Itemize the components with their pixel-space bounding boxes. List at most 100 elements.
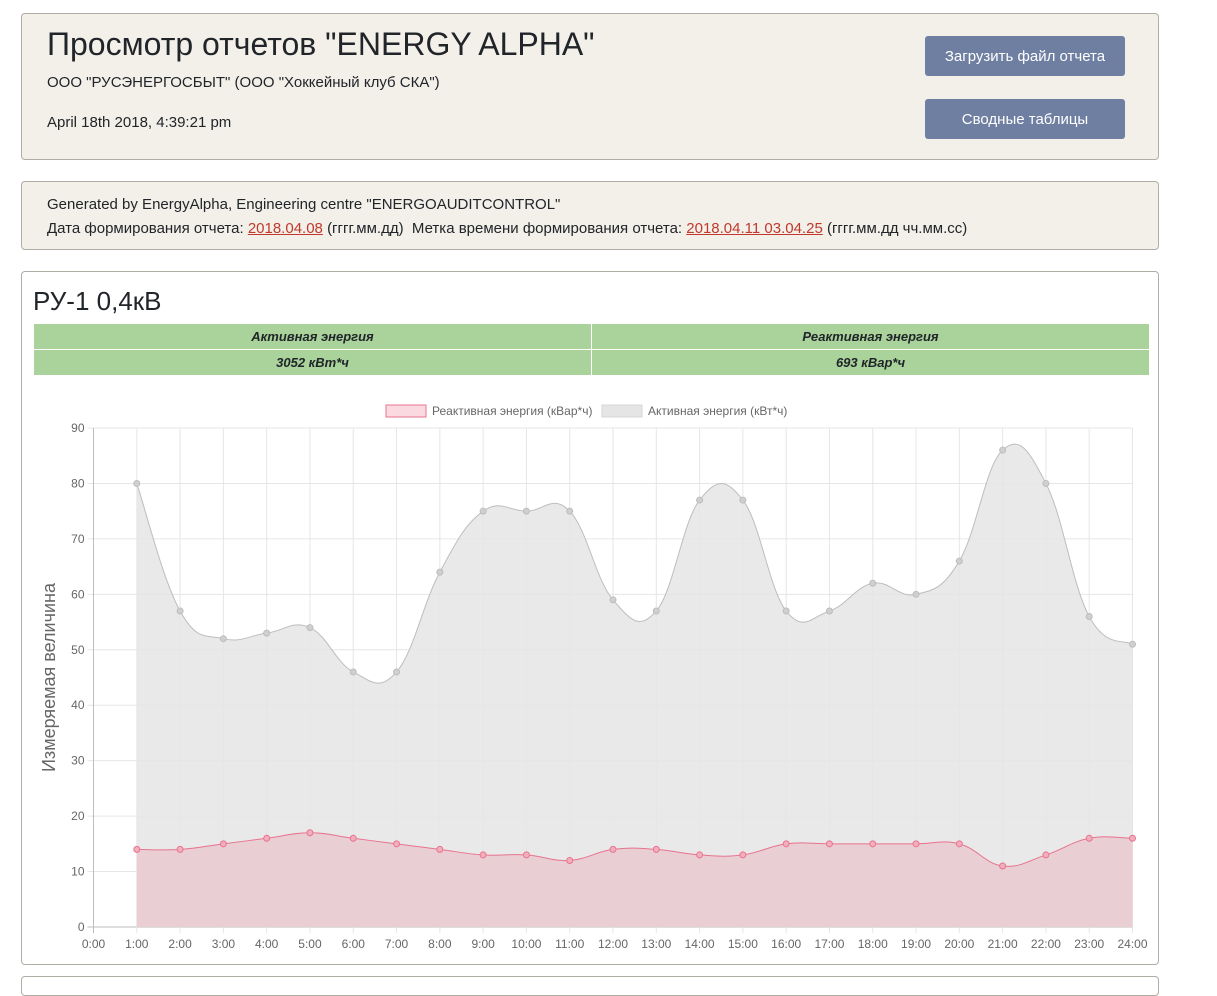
energy-summary-table: Активная энергия Реактивная энергия 3052…	[33, 323, 1150, 376]
timestamp-link[interactable]: 2018.04.11 03.04.25	[686, 220, 823, 237]
reactive-energy-header: Реактивная энергия	[591, 323, 1150, 350]
x-tick-label: 19:00	[901, 937, 931, 951]
data-point	[825, 840, 833, 848]
x-tick-label: 24:00	[1117, 937, 1147, 951]
y-tick-label: 10	[71, 865, 85, 879]
data-point	[219, 840, 227, 848]
timestamp-label: Метка времени формирования отчета:	[411, 220, 683, 237]
report-date-label: Дата формирования отчета:	[47, 220, 244, 237]
x-tick-label: 20:00	[944, 937, 974, 951]
generated-by-text: Generated by EnergyAlpha, Engineering ce…	[47, 196, 561, 213]
data-point	[1085, 613, 1093, 621]
data-point	[999, 862, 1007, 870]
data-point	[782, 840, 790, 848]
data-point	[393, 668, 401, 676]
report-datetime: April 18th 2018, 4:39:21 pm	[47, 114, 232, 131]
report-date-link[interactable]: 2018.04.08	[247, 220, 323, 237]
series-area-0	[136, 832, 1133, 927]
data-point	[436, 568, 444, 576]
summary-tables-button[interactable]: Сводные таблицы	[925, 99, 1125, 139]
y-tick-label: 70	[71, 532, 85, 546]
x-tick-label: 22:00	[1031, 937, 1061, 951]
data-point	[1085, 834, 1093, 842]
data-point	[393, 840, 401, 848]
x-tick-label: 3:00	[212, 937, 236, 951]
data-point	[825, 607, 833, 615]
x-tick-label: 10:00	[511, 937, 541, 951]
data-point	[176, 607, 184, 615]
data-point	[219, 635, 227, 643]
active-energy-header: Активная энергия	[33, 323, 592, 350]
data-point	[609, 845, 617, 853]
table-value-row: 3052 кВт*ч 693 кВар*ч	[33, 349, 1150, 376]
section-title: РУ-1 0,4кВ	[33, 286, 162, 316]
y-tick-label: 90	[71, 421, 85, 435]
legend-swatch	[601, 404, 643, 418]
data-point	[912, 840, 920, 848]
data-point	[782, 607, 790, 615]
data-point	[306, 829, 314, 837]
data-point	[609, 596, 617, 604]
data-point	[955, 557, 963, 565]
active-energy-value: 3052 кВт*ч	[33, 349, 592, 376]
y-axis-title: Измеряемая величина	[39, 582, 59, 772]
data-point	[1042, 851, 1050, 859]
x-tick-label: 23:00	[1074, 937, 1104, 951]
x-tick-label: 17:00	[814, 937, 844, 951]
timestamp-format: (гггг.мм.дд чч.мм.сс)	[826, 220, 968, 237]
data-point	[955, 840, 963, 848]
reactive-energy-value: 693 кВар*ч	[591, 349, 1150, 376]
table-header-row: Активная энергия Реактивная энергия	[33, 323, 1150, 350]
x-tick-label: 4:00	[255, 937, 279, 951]
data-point	[912, 590, 920, 598]
generation-info: Generated by EnergyAlpha, Engineering ce…	[21, 181, 1159, 250]
x-tick-label: 7:00	[385, 937, 409, 951]
x-tick-label: 11:00	[555, 937, 584, 951]
page-title: Просмотр отчетов "ENERGY ALPHA"	[47, 26, 595, 62]
data-point	[522, 851, 530, 859]
data-point	[436, 845, 444, 853]
legend-swatch	[385, 404, 427, 418]
x-tick-label: 14:00	[685, 937, 715, 951]
data-point	[739, 851, 747, 859]
data-point	[1042, 479, 1050, 487]
generation-details: Дата формирования отчета: 2018.04.08 (гг…	[47, 220, 967, 237]
data-point	[739, 496, 747, 504]
data-point	[522, 507, 530, 515]
y-tick-label: 50	[71, 643, 85, 657]
report-date-format: (гггг.мм.дд)	[327, 220, 404, 237]
x-tick-label: 5:00	[298, 937, 322, 951]
data-point	[133, 479, 141, 487]
data-point	[652, 845, 660, 853]
data-point	[349, 668, 357, 676]
data-point	[869, 840, 877, 848]
data-point	[306, 624, 314, 632]
data-point	[696, 496, 704, 504]
next-panel-edge	[21, 976, 1159, 996]
y-tick-label: 20	[71, 809, 85, 823]
data-point	[263, 629, 271, 637]
data-point	[479, 507, 487, 515]
data-point	[1129, 834, 1136, 842]
x-tick-label: 9:00	[471, 937, 495, 951]
upload-report-button[interactable]: Загрузить файл отчета	[925, 36, 1125, 76]
x-tick-label: 13:00	[641, 937, 671, 951]
x-tick-label: 6:00	[342, 937, 366, 951]
x-tick-label: 15:00	[728, 937, 758, 951]
y-tick-label: 40	[71, 698, 85, 712]
y-tick-label: 60	[71, 587, 85, 601]
data-point	[999, 446, 1007, 454]
y-tick-label: 80	[71, 476, 85, 490]
x-tick-label: 12:00	[598, 937, 628, 951]
x-tick-label: 21:00	[988, 937, 1018, 951]
organization-name: ООО "РУСЭНЕРГОСБЫТ" (ООО "Хоккейный клуб…	[47, 74, 440, 91]
data-point	[1129, 640, 1136, 648]
data-point	[479, 851, 487, 859]
legend-label: Реактивная энергия (кВар*ч)	[432, 404, 592, 418]
x-tick-label: 8:00	[428, 937, 452, 951]
y-tick-label: 0	[78, 920, 85, 934]
data-point	[349, 834, 357, 842]
series-line-0	[136, 832, 1133, 867]
x-tick-label: 0:00	[82, 937, 106, 951]
series-area-1	[136, 444, 1133, 927]
